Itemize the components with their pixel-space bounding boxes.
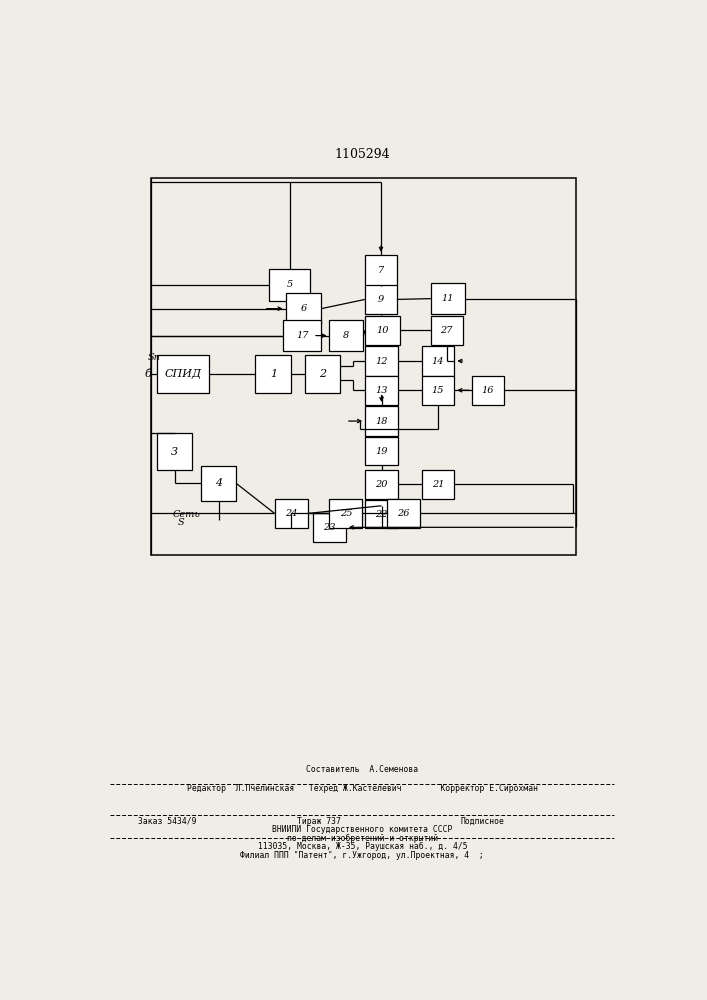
Text: Подписное: Подписное <box>461 817 505 826</box>
Bar <box>157 355 209 393</box>
Bar <box>313 513 346 542</box>
Text: Тираж 737: Тираж 737 <box>297 817 341 826</box>
Bar <box>201 466 236 501</box>
Text: 1: 1 <box>270 369 277 379</box>
Text: Сеть: Сеть <box>173 510 200 519</box>
Text: 9: 9 <box>378 295 384 304</box>
Bar <box>365 376 398 405</box>
Text: б: б <box>144 369 151 379</box>
Text: 21: 21 <box>432 480 444 489</box>
Text: 11: 11 <box>442 294 454 303</box>
Bar <box>286 293 321 324</box>
Bar <box>365 406 398 436</box>
Text: 3: 3 <box>171 447 178 457</box>
Text: 23: 23 <box>323 523 336 532</box>
Bar <box>421 346 455 376</box>
Text: Sn: Sn <box>148 353 160 362</box>
Text: Филиал ППП "Патент", г.Ужгород, ул.Проектная, 4  ;: Филиал ППП "Патент", г.Ужгород, ул.Проек… <box>240 852 484 860</box>
Text: 4: 4 <box>215 478 222 488</box>
Text: 14: 14 <box>432 357 444 366</box>
Bar <box>255 355 291 393</box>
Text: 10: 10 <box>376 326 389 335</box>
Bar <box>365 316 399 345</box>
Text: 16: 16 <box>481 386 494 395</box>
Bar <box>365 470 398 499</box>
Text: 26: 26 <box>397 509 409 518</box>
Bar <box>151 178 576 555</box>
Text: 25: 25 <box>339 509 352 518</box>
Text: 13: 13 <box>375 386 387 395</box>
Text: 6: 6 <box>300 304 307 313</box>
Text: 5: 5 <box>286 280 293 289</box>
Bar <box>365 285 397 314</box>
Bar <box>421 376 455 405</box>
Bar <box>365 437 398 465</box>
Text: 2: 2 <box>319 369 326 379</box>
Text: 24: 24 <box>285 509 298 518</box>
Bar <box>365 255 397 286</box>
Text: 27: 27 <box>440 326 453 335</box>
Text: 19: 19 <box>375 447 387 456</box>
Text: 18: 18 <box>375 417 387 426</box>
Bar <box>329 320 363 351</box>
Bar <box>472 376 503 405</box>
Text: СПИД: СПИД <box>165 369 201 379</box>
Bar <box>329 499 362 528</box>
Text: S: S <box>177 518 185 527</box>
Bar <box>431 316 462 345</box>
Text: 17: 17 <box>296 331 308 340</box>
Text: 8: 8 <box>344 331 349 340</box>
Text: 15: 15 <box>432 386 444 395</box>
Bar <box>157 433 192 470</box>
Text: Составитель  А.Семенова: Составитель А.Семенова <box>306 766 419 774</box>
Bar <box>269 269 310 301</box>
Bar <box>305 355 341 393</box>
Text: 7: 7 <box>378 266 384 275</box>
Bar <box>365 346 398 376</box>
Bar <box>275 499 308 528</box>
Bar <box>365 500 398 528</box>
Bar <box>387 499 420 528</box>
Text: 12: 12 <box>375 357 387 366</box>
Text: 20: 20 <box>375 480 387 489</box>
Text: 113035, Москва, Ж-35, Раушская наб., д. 4/5: 113035, Москва, Ж-35, Раушская наб., д. … <box>257 842 467 851</box>
Bar <box>421 470 455 499</box>
Text: Заказ 5434/9: Заказ 5434/9 <box>138 817 196 826</box>
Text: 1105294: 1105294 <box>334 148 390 161</box>
Bar <box>431 283 464 314</box>
Text: Редактор  Л.Пчелинская   Техред Ж.Кастелевич        Корректор Е.Сирохман: Редактор Л.Пчелинская Техред Ж.Кастелеви… <box>187 784 538 793</box>
Text: по делам изобретений и открытий: по делам изобретений и открытий <box>287 834 438 843</box>
Text: 22: 22 <box>375 510 387 519</box>
Text: ВНИИПИ Государственного комитета СССР: ВНИИПИ Государственного комитета СССР <box>272 825 452 834</box>
Bar <box>283 320 321 351</box>
